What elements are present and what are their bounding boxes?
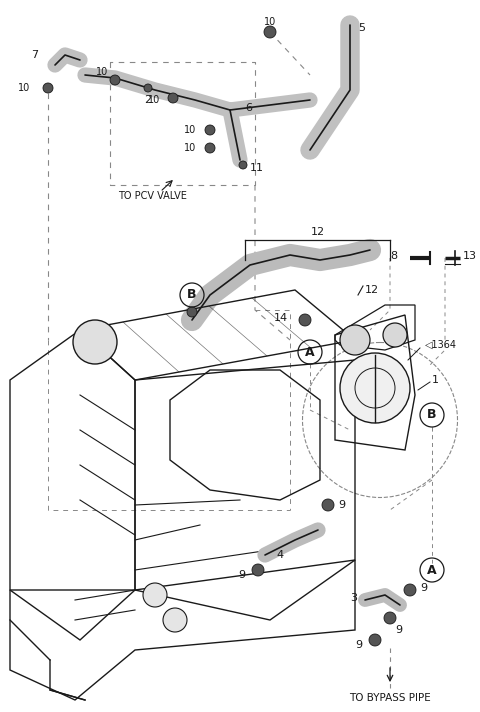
Circle shape bbox=[187, 307, 197, 317]
Text: 13: 13 bbox=[463, 251, 477, 261]
Circle shape bbox=[264, 26, 276, 38]
Circle shape bbox=[143, 583, 167, 607]
Text: 12: 12 bbox=[365, 285, 379, 295]
Circle shape bbox=[340, 353, 410, 423]
Circle shape bbox=[383, 323, 407, 347]
Circle shape bbox=[340, 325, 370, 355]
Text: 9: 9 bbox=[355, 640, 362, 650]
Circle shape bbox=[205, 143, 215, 153]
Circle shape bbox=[404, 584, 416, 596]
Text: 10: 10 bbox=[96, 67, 108, 77]
Text: 9: 9 bbox=[338, 500, 345, 510]
Text: A: A bbox=[305, 345, 315, 359]
Text: TO BYPASS PIPE: TO BYPASS PIPE bbox=[349, 693, 431, 703]
Circle shape bbox=[73, 320, 117, 364]
Text: 10: 10 bbox=[18, 83, 30, 93]
Text: 10: 10 bbox=[184, 125, 196, 135]
Circle shape bbox=[110, 75, 120, 85]
Text: 3: 3 bbox=[350, 593, 357, 603]
Text: 9: 9 bbox=[420, 583, 427, 593]
Text: ◁1364: ◁1364 bbox=[425, 340, 457, 350]
Text: TO PCV VALVE: TO PCV VALVE bbox=[118, 191, 187, 201]
Text: 6: 6 bbox=[245, 103, 252, 113]
Text: 10: 10 bbox=[148, 95, 160, 105]
Text: 1: 1 bbox=[432, 375, 439, 385]
Circle shape bbox=[239, 161, 247, 169]
Text: 4: 4 bbox=[276, 550, 284, 560]
Circle shape bbox=[43, 83, 53, 93]
Text: 9: 9 bbox=[395, 625, 402, 635]
Circle shape bbox=[163, 608, 187, 632]
Circle shape bbox=[299, 314, 311, 326]
Text: 11: 11 bbox=[250, 163, 264, 173]
Circle shape bbox=[205, 125, 215, 135]
Text: B: B bbox=[187, 288, 197, 301]
Text: 9: 9 bbox=[238, 570, 245, 580]
Text: 10: 10 bbox=[184, 143, 196, 153]
Circle shape bbox=[252, 564, 264, 576]
Text: 12: 12 bbox=[311, 227, 325, 237]
Circle shape bbox=[144, 84, 152, 92]
Circle shape bbox=[369, 634, 381, 646]
Text: 7: 7 bbox=[31, 50, 38, 60]
Text: 5: 5 bbox=[358, 23, 365, 33]
Text: 2: 2 bbox=[144, 95, 152, 105]
Circle shape bbox=[168, 93, 178, 103]
Circle shape bbox=[384, 612, 396, 624]
Text: 14: 14 bbox=[274, 313, 288, 323]
Text: A: A bbox=[427, 563, 437, 577]
Text: B: B bbox=[427, 409, 437, 422]
Text: 10: 10 bbox=[264, 17, 276, 27]
Circle shape bbox=[322, 499, 334, 511]
Text: 8: 8 bbox=[390, 251, 397, 261]
